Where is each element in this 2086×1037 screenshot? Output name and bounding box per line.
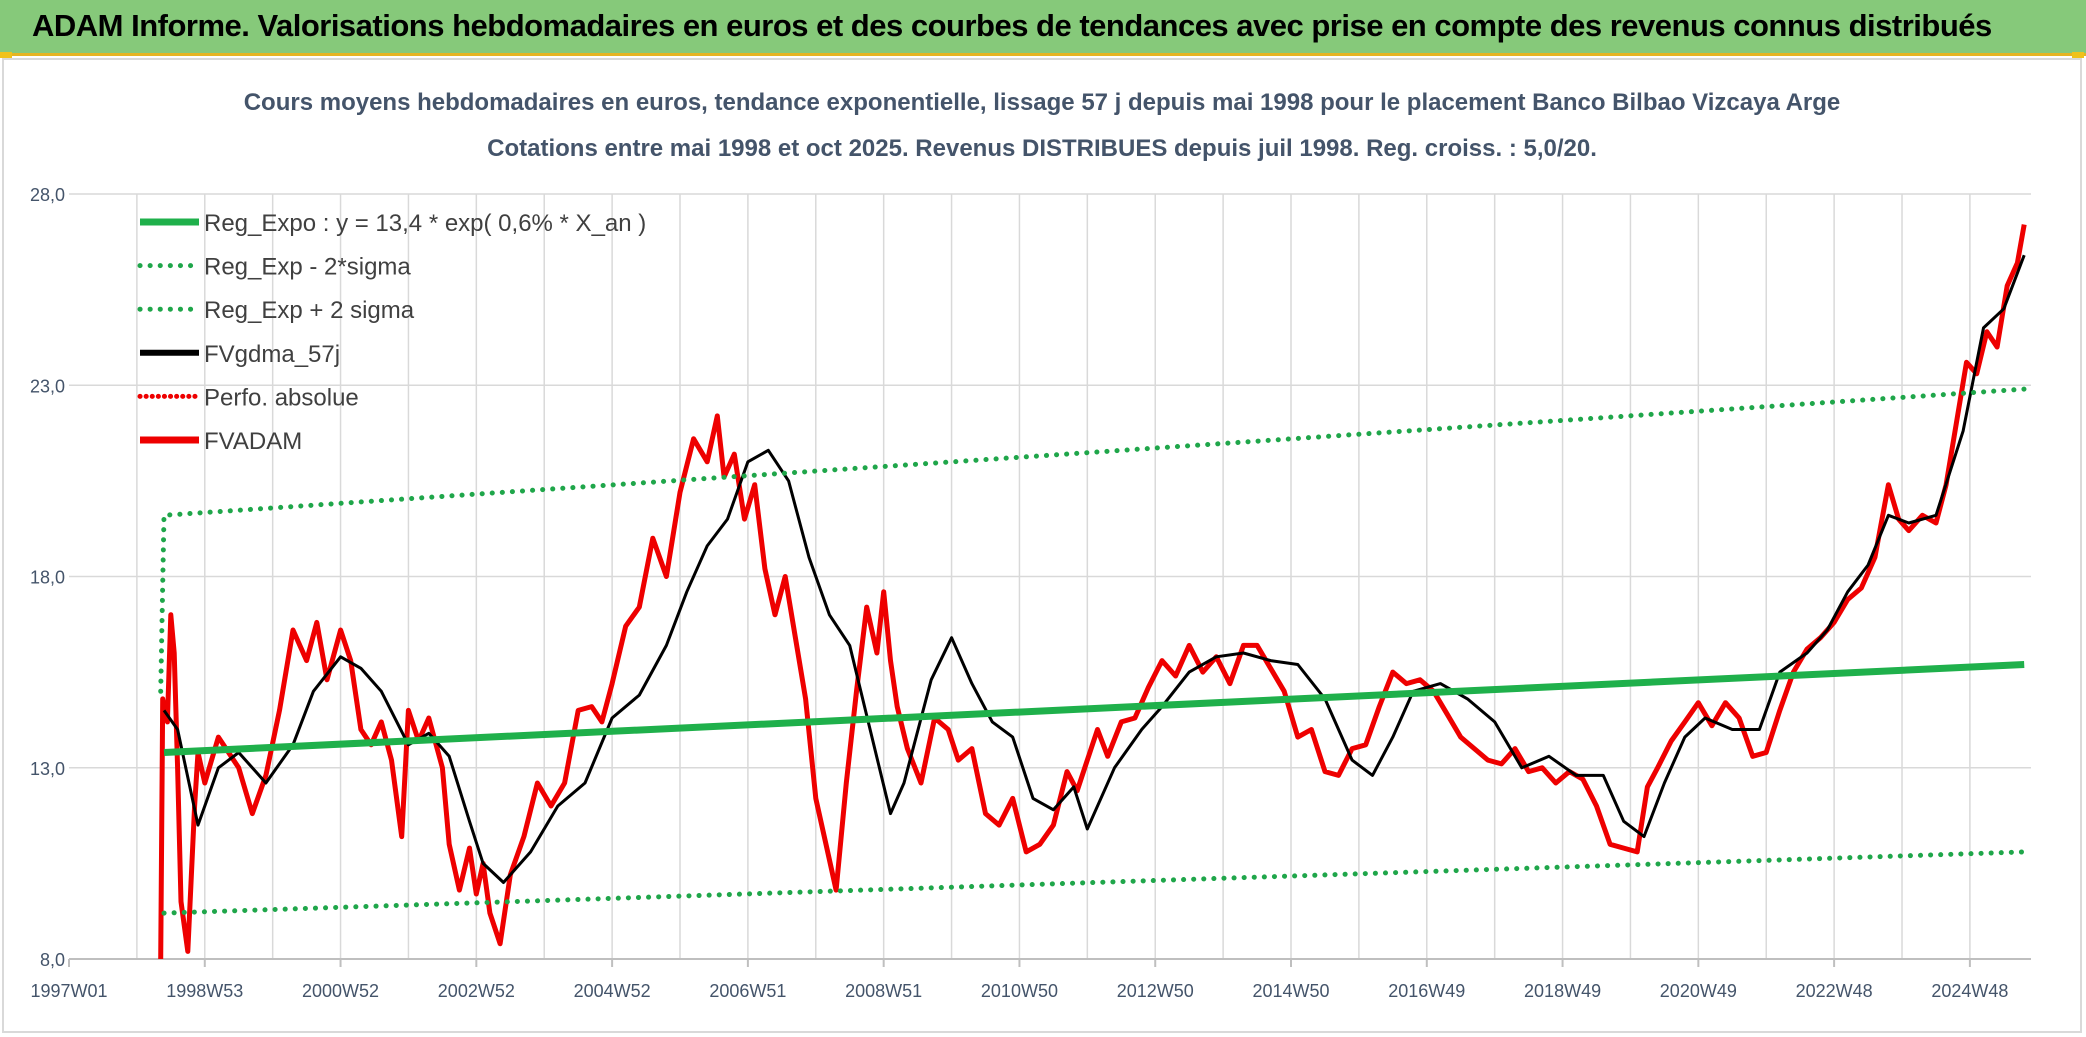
report-title: ADAM Informe. Valorisations hebdomadaire…: [32, 8, 1992, 43]
report-banner: ADAM Informe. Valorisations hebdomadaire…: [0, 0, 2086, 56]
legend-label: Reg_Exp - 2*sigma: [204, 254, 411, 281]
series: [158, 224, 2027, 960]
x-tick-label: 2022W48: [1796, 981, 1873, 1001]
legend-label: FVgdma_57j: [204, 341, 340, 368]
x-tick-label: 2024W48: [1931, 981, 2008, 1001]
x-tick-label: 2006W51: [709, 981, 786, 1001]
legend-label: FVADAM: [204, 428, 302, 455]
corner-mark: [2072, 52, 2084, 58]
series-line-fvgdma-57j: [162, 254, 2026, 884]
series-line-fvadam: [158, 224, 2027, 960]
legend-label: Reg_Expo : y = 13,4 * exp( 0,6% * X_an ): [204, 210, 646, 237]
legend: Reg_Expo : y = 13,4 * exp( 0,6% * X_an )…: [137, 210, 646, 455]
series-line-reg-exp-2-sigma: [161, 849, 2027, 916]
x-tick-label: 2018W49: [1524, 981, 1601, 1001]
series-line-reg-expo-y-13-4-exp-0-6-x-an: [163, 661, 2025, 756]
y-tick-label: 28,0: [30, 185, 65, 205]
x-tick-label: 2008W51: [845, 981, 922, 1001]
chart-frame: Cours moyens hebdomadaires en euros, ten…: [2, 58, 2082, 1033]
x-tick-label: 1998W53: [166, 981, 243, 1001]
y-tick-label: 23,0: [30, 376, 65, 396]
x-tick-label: 2000W52: [302, 981, 379, 1001]
y-tick-label: 18,0: [30, 568, 65, 588]
x-tick-label: 2014W50: [1252, 981, 1329, 1001]
corner-mark: [0, 52, 12, 58]
x-tick-label: 1997W01: [30, 981, 107, 1001]
series-line-reg-exp-2-sigma: [158, 386, 2027, 694]
y-tick-label: 8,0: [40, 950, 65, 970]
chart-title: Cours moyens hebdomadaires en euros, ten…: [244, 89, 1841, 116]
axes: 8,0 13,0 18,0 23,0 28,0 1997W01 1998W53 2000W52…: [30, 185, 2031, 1001]
line-chart: Cours moyens hebdomadaires en euros, ten…: [30, 89, 2031, 1001]
x-tick-label: 2012W50: [1117, 981, 1194, 1001]
legend-label: Perfo. absolue: [204, 384, 359, 411]
y-tick-label: 13,0: [30, 759, 65, 779]
x-tick-label: 2010W50: [981, 981, 1058, 1001]
x-tick-label: 2016W49: [1388, 981, 1465, 1001]
x-tick-label: 2002W52: [438, 981, 515, 1001]
chart-subtitle: Cotations entre mai 1998 et oct 2025. Re…: [487, 135, 1597, 162]
x-tick-label: 2004W52: [574, 981, 651, 1001]
x-tick-label: 2020W49: [1660, 981, 1737, 1001]
legend-label: Reg_Exp + 2 sigma: [204, 297, 415, 324]
